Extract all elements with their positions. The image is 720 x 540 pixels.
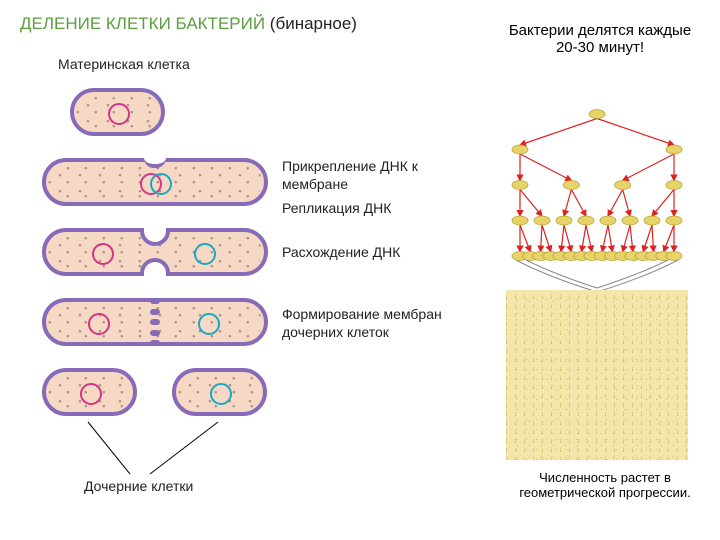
right-footer: Численность растет в геометрической прог… xyxy=(510,470,700,500)
cell-stage-1 xyxy=(70,88,165,136)
cell-stage-2 xyxy=(42,158,268,206)
cell-stage-3 xyxy=(42,228,268,276)
label-replicate: Репликация ДНК xyxy=(282,200,462,218)
dna-blue-icon xyxy=(194,243,216,265)
dna-pink-icon xyxy=(92,243,114,265)
right-heading: Бактерии делятся каждые 20-30 минут! xyxy=(500,22,700,56)
cell-daughter-1 xyxy=(42,368,137,416)
dna-pink-icon xyxy=(88,313,110,335)
dna-blue-icon xyxy=(150,173,172,195)
cell-stage-4 xyxy=(42,298,268,346)
label-segregate: Расхождение ДНК xyxy=(282,244,462,262)
pinch-icon xyxy=(144,158,166,168)
title-sub: (бинарное) xyxy=(270,14,357,33)
tree-svg xyxy=(506,100,688,270)
pinch-icon xyxy=(140,228,170,246)
division-tree xyxy=(506,100,688,270)
pinch-icon xyxy=(140,258,170,276)
dna-pink-icon xyxy=(108,103,130,125)
label-attach: Прикрепление ДНК к мембране xyxy=(282,158,462,193)
title-main: ДЕЛЕНИЕ КЛЕТКИ БАКТЕРИЙ xyxy=(20,14,265,33)
page-title: ДЕЛЕНИЕ КЛЕТКИ БАКТЕРИЙ (бинарное) xyxy=(20,14,357,34)
dna-blue-icon xyxy=(198,313,220,335)
septum-icon xyxy=(150,298,160,346)
bacteria-colony xyxy=(506,290,688,460)
daughter-arrows xyxy=(60,416,260,481)
cell-daughter-2 xyxy=(172,368,267,416)
label-membrane: Формирование мембран дочерних клеток xyxy=(282,306,482,341)
dna-blue-icon xyxy=(210,383,232,405)
label-mother: Материнская клетка xyxy=(58,56,190,74)
dna-pink-icon xyxy=(80,383,102,405)
